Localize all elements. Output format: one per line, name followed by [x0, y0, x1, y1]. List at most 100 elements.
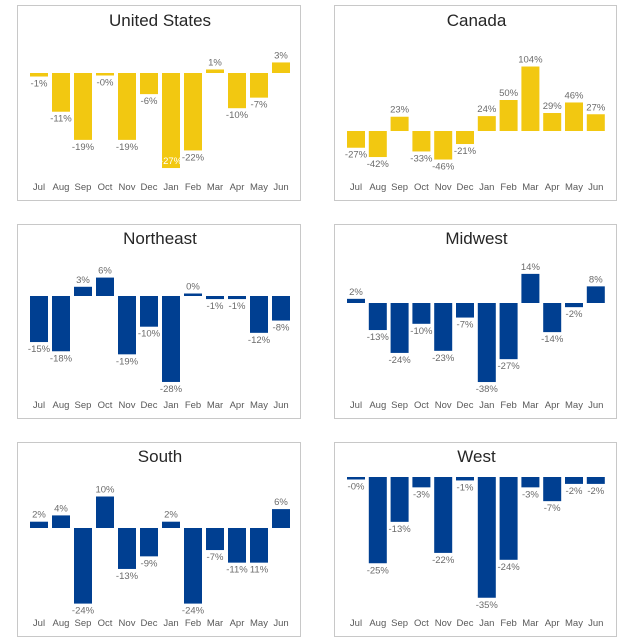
data-label-west-may: -2% — [566, 486, 583, 497]
data-label-south-feb: -24% — [182, 606, 205, 617]
bar-south-apr — [228, 528, 246, 563]
month-label-jul: Jul — [33, 400, 45, 411]
bar-northeast-jan — [162, 296, 180, 382]
month-label-apr: Apr — [545, 182, 560, 193]
data-label-midwest-aug: -13% — [367, 332, 390, 343]
bar-united-states-may — [250, 73, 268, 98]
data-label-northeast-nov: -19% — [116, 356, 139, 367]
bar-west-may — [565, 477, 583, 484]
bar-west-aug — [368, 477, 387, 564]
bar-united-states-dec — [140, 73, 158, 95]
data-label-south-aug: 4% — [54, 503, 68, 514]
month-label-aug: Aug — [369, 400, 386, 411]
month-label-nov: Nov — [119, 182, 136, 193]
month-label-nov: Nov — [119, 618, 136, 629]
month-label-aug: Aug — [369, 618, 386, 629]
chart-panel-south: South 2% Jul 4% Aug -24% Sep 10% Oct -13% Nov -9% De… — [17, 442, 301, 637]
bar-south-feb — [184, 528, 202, 604]
month-label-jul: Jul — [350, 400, 362, 411]
chart-title-canada: Canada — [447, 11, 507, 30]
month-label-sep: Sep — [75, 182, 92, 193]
month-label-jul: Jul — [33, 182, 45, 193]
bar-united-states-jan — [162, 73, 180, 169]
data-label-northeast-oct: 6% — [98, 266, 112, 277]
month-label-may: May — [565, 400, 583, 411]
bar-northeast-oct — [96, 277, 114, 296]
month-label-apr: Apr — [545, 618, 560, 629]
month-label-jul: Jul — [350, 618, 362, 629]
month-label-jul: Jul — [350, 182, 362, 193]
month-label-sep: Sep — [75, 618, 92, 629]
data-label-midwest-jan: -38% — [476, 384, 499, 395]
data-label-united-states-jan: -27% — [160, 156, 183, 167]
data-label-midwest-mar: 14% — [521, 262, 541, 273]
month-label-mar: Mar — [522, 182, 538, 193]
chart-panel-west: West -0% Jul -25% Aug -13% Sep -3% Oct -22% Nov -1%… — [334, 442, 617, 637]
data-label-west-jun: -2% — [587, 486, 604, 497]
bar-canada-aug — [368, 131, 387, 158]
bar-canada-feb — [499, 100, 518, 131]
month-label-jun: Jun — [588, 400, 603, 411]
bar-west-dec — [456, 477, 474, 481]
data-label-canada-nov: -46% — [432, 162, 455, 173]
bar-canada-jan — [477, 116, 496, 131]
data-label-south-apr: -11% — [226, 565, 248, 576]
bar-midwest-apr — [543, 303, 562, 333]
data-label-west-aug: -25% — [367, 565, 390, 576]
month-label-may: May — [565, 182, 583, 193]
data-label-united-states-jun: 3% — [274, 50, 288, 61]
bar-midwest-feb — [499, 303, 518, 360]
bar-northeast-dec — [140, 296, 158, 327]
month-label-feb: Feb — [500, 400, 516, 411]
data-label-west-nov: -22% — [432, 555, 455, 566]
data-label-canada-jul: -27% — [345, 150, 368, 161]
data-label-united-states-dec: -6% — [141, 96, 158, 107]
data-label-northeast-jun: -8% — [273, 323, 290, 334]
month-label-dec: Dec — [457, 182, 474, 193]
chart-panel-midwest: Midwest 2% Jul -13% Aug -24% Sep -10% Oct -23% Nov… — [334, 224, 617, 419]
bar-chart-south: South2%Jul4%Aug-24%Sep10%Oct-13%Nov-9%De… — [30, 447, 290, 629]
month-label-mar: Mar — [207, 182, 223, 193]
month-label-jan: Jan — [479, 618, 494, 629]
data-label-canada-dec: -21% — [454, 146, 477, 157]
data-label-south-oct: 10% — [95, 485, 115, 496]
data-label-south-jan: 2% — [164, 510, 178, 521]
bar-midwest-jun — [586, 286, 605, 303]
data-label-canada-oct: -33% — [410, 153, 433, 164]
data-label-midwest-apr: -14% — [541, 334, 564, 345]
bar-northeast-aug — [52, 296, 70, 352]
month-label-feb: Feb — [500, 182, 516, 193]
month-label-dec: Dec — [457, 618, 474, 629]
month-label-jun: Jun — [273, 618, 288, 629]
data-label-midwest-may: -2% — [566, 309, 583, 320]
data-label-south-nov: -13% — [116, 571, 139, 582]
chart-title-united-states: United States — [109, 11, 211, 30]
bar-united-states-mar — [206, 69, 224, 73]
bar-northeast-nov — [118, 296, 136, 355]
bar-south-mar — [206, 528, 224, 551]
bar-united-states-jun — [272, 62, 290, 73]
month-label-feb: Feb — [185, 182, 201, 193]
bar-south-may — [250, 528, 268, 563]
month-label-mar: Mar — [522, 618, 538, 629]
month-label-dec: Dec — [141, 182, 158, 193]
data-label-canada-may: 46% — [564, 90, 584, 101]
month-label-jun: Jun — [588, 182, 603, 193]
data-label-northeast-may: -12% — [248, 335, 271, 346]
bar-canada-jul — [347, 131, 365, 148]
bar-chart-midwest: Midwest 2% Jul -13% Aug -24% Sep -10% Oct -23% Nov… — [347, 229, 605, 411]
bar-west-apr — [543, 477, 562, 502]
month-label-apr: Apr — [545, 400, 560, 411]
data-label-west-jan: -35% — [476, 600, 499, 611]
bar-west-jan — [477, 477, 496, 598]
data-label-west-sep: -13% — [389, 524, 412, 535]
bar-chart-united-states: United States -1% Jul -11% Aug -19% Sep -0% Oct -… — [30, 11, 290, 193]
month-label-jan: Jan — [479, 400, 494, 411]
bar-united-states-feb — [184, 73, 202, 151]
month-label-jan: Jan — [163, 182, 178, 193]
bar-midwest-may — [565, 303, 583, 308]
bar-northeast-feb — [184, 293, 202, 296]
bar-midwest-jan — [477, 303, 496, 383]
chart-panel-canada: Canada -27% Jul -42% Aug 23% Sep -33% Oct -46% Nov… — [334, 5, 617, 201]
bar-midwest-nov — [434, 303, 453, 351]
